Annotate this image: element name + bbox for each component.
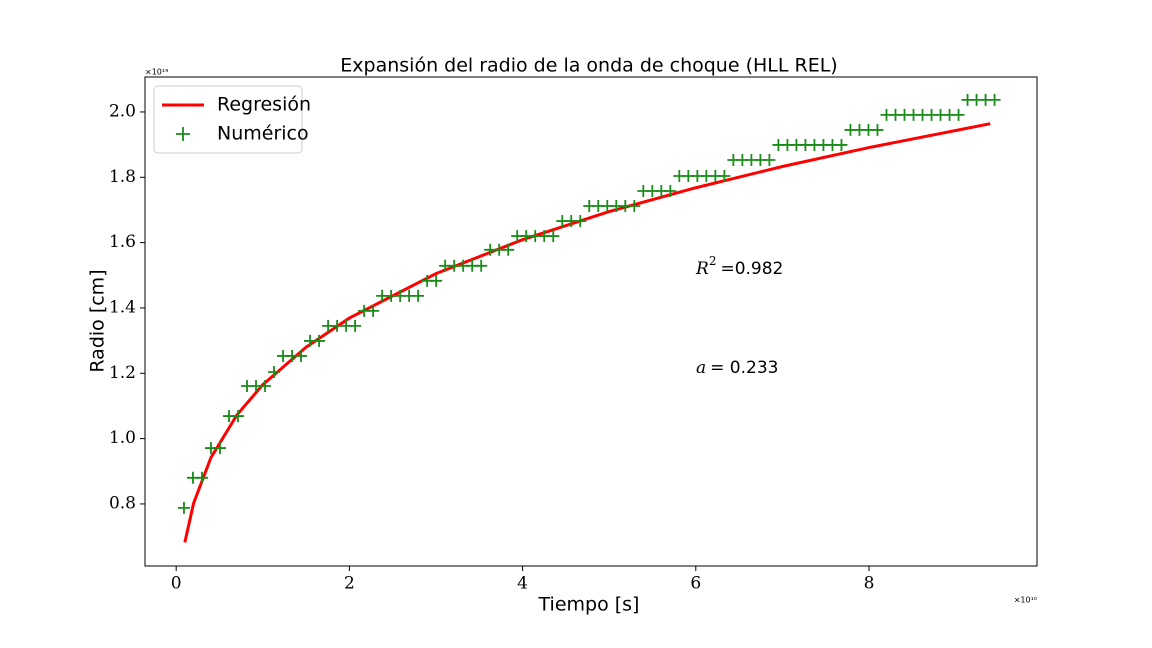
data-point [835,138,848,151]
x-tick-label: 6 [690,574,701,594]
y-axis-label: Radio [cm] [87,269,109,372]
data-point [259,380,272,393]
x-tick-label: 8 [864,574,875,594]
data-point [664,185,677,198]
annotation-text: =0.982 [720,259,783,279]
x-axis-label: Tiempo [s] [538,594,640,616]
data-point [412,289,425,302]
data-point [475,259,488,272]
legend-box [153,85,303,154]
data-point [313,334,326,347]
data-point [430,274,443,287]
legend-swatch [176,127,190,141]
annotation-symbol: a [696,358,706,378]
data-point [502,243,515,256]
data-point [763,153,776,166]
y-tick-label: 1.4 [109,297,136,317]
legend-label: Numérico [217,123,309,145]
data-point [871,123,884,136]
data-point [718,169,731,182]
data-point [213,442,226,455]
legend-label: Regresión [217,94,311,116]
data-point [547,230,560,243]
data-point [232,410,245,423]
y-tick-label: 1.8 [109,167,136,187]
y-offset-label: ×10¹⁹ [145,68,168,77]
regression-line [183,122,991,543]
annotation-text: = 0.233 [710,358,778,378]
data-point [349,319,362,332]
data-point [177,501,190,514]
x-tick-label: 2 [344,574,355,594]
x-offset-label: ×10¹⁰ [1014,596,1037,605]
data-point [952,108,965,121]
y-tick-label: 1.6 [109,232,136,252]
y-tick-label: 2.0 [109,101,136,121]
data-point [295,349,308,362]
plot-frame [144,76,1038,567]
data-point [195,471,208,484]
x-tick-label: 0 [171,574,182,594]
data-point [268,365,281,378]
data-point [988,93,1001,106]
data-point [574,215,587,228]
legend: Regresión Numérico [153,85,311,154]
x-tick-label: 4 [517,574,528,594]
y-tick-label: 0.8 [109,493,136,513]
annotation: a = 0.233 [696,358,778,379]
data-point [628,200,641,213]
y-tick-label: 1.2 [109,363,136,383]
annotation-symbol: R [695,259,709,279]
chart-title: Expansión del radio de la onda de choque… [340,55,837,77]
annotation: R2 =0.982 [695,254,783,280]
data-point [367,304,380,317]
y-tick-label: 1.0 [109,428,136,448]
annotation-exponent: 2 [709,254,717,268]
